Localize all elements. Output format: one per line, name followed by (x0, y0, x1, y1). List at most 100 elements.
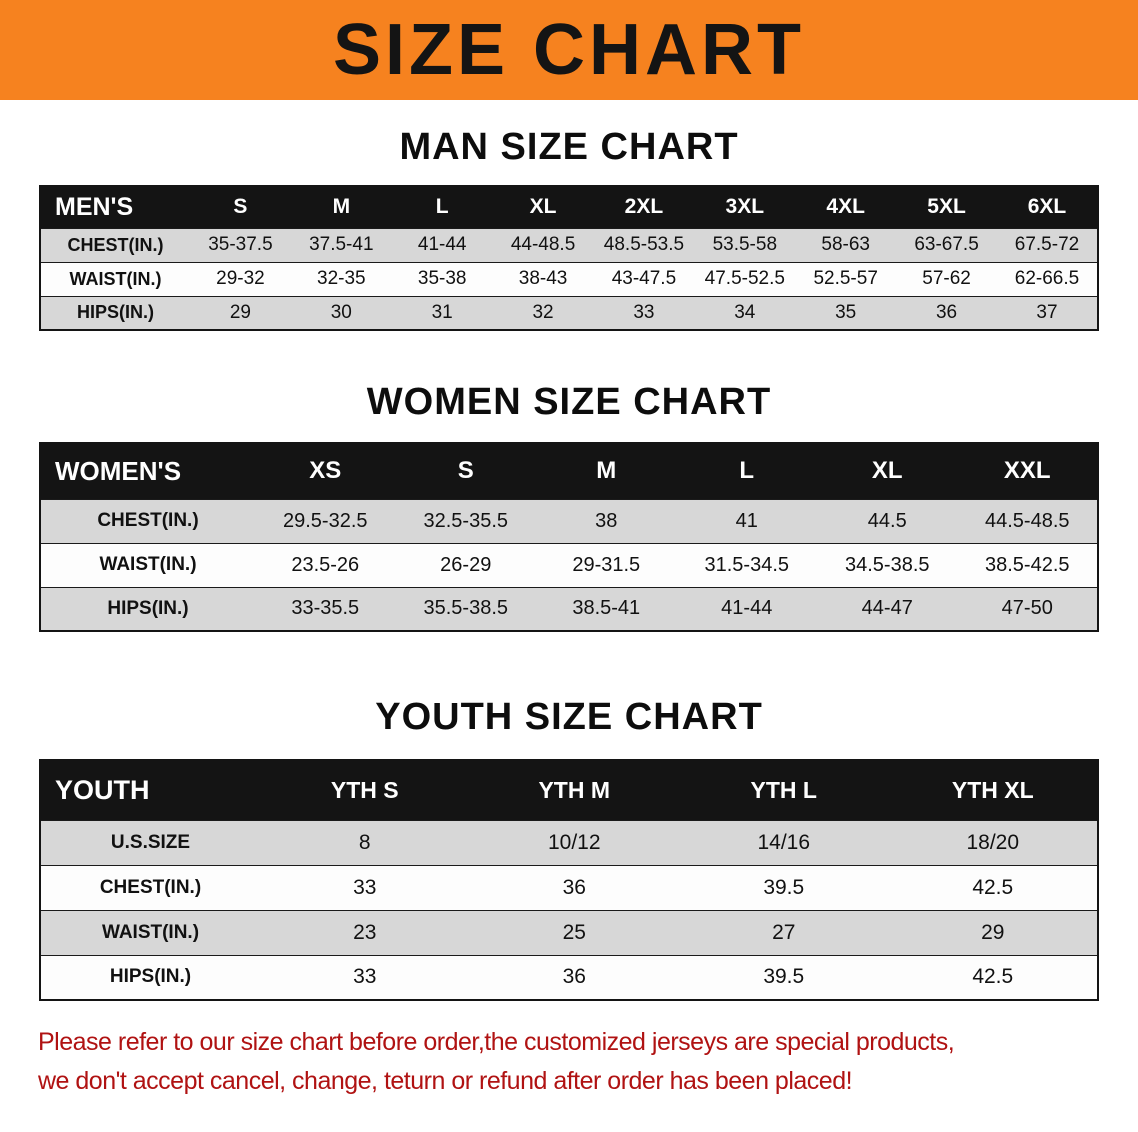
women-size-chart-section: WOMEN SIZE CHART WOMEN'S XS S M L XL XXL CHEST(… (0, 331, 1138, 632)
table-row: WAIST(IN.) 23 25 27 29 (40, 910, 1098, 955)
size-column-header: YTH L (679, 760, 889, 820)
table-row: WAIST(IN.) 23.5-26 26-29 29-31.5 31.5-34.5 34… (40, 543, 1098, 587)
size-value-cell: 31.5-34.5 (704, 553, 789, 576)
row-label: HIPS(IN.) (107, 597, 189, 619)
size-column-header: 4XL (795, 186, 897, 228)
size-column-header: S (395, 443, 536, 499)
size-value-cell: 33 (353, 875, 377, 899)
size-column-header: S (190, 186, 291, 228)
disclaimer-note: Please refer to our size chart before or… (0, 1001, 1138, 1098)
table-header-row: YOUTH YTH S YTH M YTH L YTH XL (40, 760, 1098, 820)
size-chart-page: SIZE CHART MAN SIZE CHART MEN'S S M L XL 2XL 3… (0, 0, 1138, 1098)
men-chart-heading: MAN SIZE CHART (399, 126, 739, 168)
size-value-cell: 42.5 (972, 965, 1014, 989)
disclaimer-line-2: we don't accept cancel, change, teturn o… (38, 1067, 853, 1096)
size-value-cell: 29-31.5 (572, 553, 641, 576)
table-header-row: WOMEN'S XS S M L XL XXL (40, 443, 1098, 499)
size-value-cell: 29-32 (216, 268, 265, 289)
table-row: U.S.SIZE 8 10/12 14/16 18/20 (40, 820, 1098, 865)
size-value-cell: 29 (229, 301, 251, 323)
row-label: HIPS(IN.) (76, 302, 154, 323)
size-value-cell: 37.5-41 (309, 234, 374, 255)
size-value-cell: 32 (532, 301, 554, 323)
table-row: HIPS(IN.) 33-35.5 35.5-38.5 38.5-41 41-44 44-… (40, 587, 1098, 631)
table-corner-label: WOMEN'S (40, 443, 255, 499)
page-title: SIZE CHART (333, 10, 805, 90)
size-column-header: 2XL (593, 186, 695, 228)
size-value-cell: 58-63 (821, 234, 870, 255)
table-row: HIPS(IN.) 29 30 31 32 33 34 35 36 37 (40, 296, 1098, 330)
table-row: CHEST(IN.) 33 36 39.5 42.5 (40, 865, 1098, 910)
size-value-cell: 33 (353, 965, 377, 989)
banner: SIZE CHART (0, 0, 1138, 100)
size-value-cell: 23 (353, 920, 377, 944)
table-row: CHEST(IN.) 29.5-32.5 32.5-35.5 38 41 44.5 44.5… (40, 499, 1098, 543)
size-value-cell: 41-44 (417, 234, 467, 255)
size-value-cell: 57-62 (922, 268, 971, 289)
size-value-cell: 35-38 (417, 268, 467, 289)
size-value-cell: 52.5-57 (813, 268, 878, 289)
size-value-cell: 38-43 (518, 268, 568, 289)
size-value-cell: 41-44 (721, 597, 773, 620)
size-value-cell: 34 (734, 301, 756, 323)
table-corner-label: MEN'S (40, 186, 190, 228)
size-value-cell: 48.5-53.5 (603, 234, 685, 255)
size-value-cell: 39.5 (763, 875, 805, 899)
size-value-cell: 47.5-52.5 (704, 268, 785, 289)
size-value-cell: 27 (772, 920, 796, 944)
row-label: CHEST(IN.) (99, 876, 202, 898)
size-value-cell: 35 (835, 301, 857, 323)
size-value-cell: 35.5-38.5 (423, 597, 508, 620)
size-value-cell: 44.5-48.5 (984, 509, 1070, 532)
size-value-cell: 33 (633, 301, 655, 323)
size-value-cell: 30 (330, 301, 352, 323)
men-size-chart-section: MAN SIZE CHART MEN'S S M L XL 2XL 3XL 4XL 5XL 6XL… (0, 100, 1138, 331)
size-column-header: XS (255, 443, 396, 499)
table-header-row: MEN'S S M L XL 2XL 3XL 4XL 5XL 6XL (40, 186, 1098, 228)
size-value-cell: 44-47 (861, 597, 913, 620)
row-label: HIPS(IN.) (109, 966, 192, 988)
size-value-cell: 41 (735, 509, 758, 532)
size-value-cell: 18/20 (966, 830, 1020, 854)
size-value-cell: 38.5-41 (572, 597, 641, 620)
size-value-cell: 33-35.5 (291, 597, 360, 620)
youth-chart-heading: YOUTH SIZE CHART (375, 696, 763, 738)
size-value-cell: 63-67.5 (914, 234, 979, 255)
row-label: WAIST(IN.) (69, 268, 162, 289)
size-value-cell: 29.5-32.5 (282, 509, 368, 532)
size-value-cell: 32.5-35.5 (423, 509, 508, 532)
size-value-cell: 38.5-42.5 (984, 553, 1070, 576)
row-label: WAIST(IN.) (101, 921, 200, 943)
size-value-cell: 36 (562, 875, 586, 899)
row-label: CHEST(IN.) (67, 234, 164, 255)
size-value-cell: 26-29 (440, 553, 492, 576)
size-value-cell: 38 (595, 509, 618, 532)
table-row: WAIST(IN.) 29-32 32-35 35-38 38-43 43-47.5 47.… (40, 262, 1098, 296)
youth-size-chart-section: YOUTH SIZE CHART YOUTH YTH S YTH M YTH L YTH… (0, 632, 1138, 1001)
size-value-cell: 47-50 (1001, 597, 1053, 620)
size-value-cell: 31 (431, 301, 453, 323)
size-value-cell: 44-48.5 (510, 234, 576, 255)
size-column-header: XL (492, 186, 594, 228)
size-column-header: 5XL (896, 186, 997, 228)
size-value-cell: 35-37.5 (208, 234, 273, 255)
women-size-table: WOMEN'S XS S M L XL XXL CHEST(IN.) 29.5-32.5 32.5… (39, 442, 1099, 632)
size-column-header: L (676, 443, 817, 499)
size-column-header: 6XL (997, 186, 1098, 228)
size-column-header: M (536, 443, 677, 499)
size-value-cell: 36 (935, 301, 958, 323)
size-column-header: M (290, 186, 392, 228)
size-value-cell: 42.5 (972, 875, 1014, 899)
size-value-cell: 36 (562, 965, 586, 989)
women-chart-heading: WOMEN SIZE CHART (366, 381, 772, 423)
men-size-table: MEN'S S M L XL 2XL 3XL 4XL 5XL 6XL CHEST(IN.) 35-37… (39, 185, 1099, 331)
table-row: HIPS(IN.) 33 36 39.5 42.5 (40, 955, 1098, 1000)
size-value-cell: 43-47.5 (611, 268, 677, 289)
size-column-header: 3XL (694, 186, 796, 228)
size-column-header: YTH XL (888, 760, 1098, 820)
size-value-cell: 29 (981, 920, 1005, 944)
row-label: CHEST(IN.) (97, 510, 199, 531)
size-value-cell: 25 (562, 920, 586, 944)
size-value-cell: 67.5-72 (1014, 234, 1080, 255)
size-value-cell: 32-35 (317, 268, 366, 289)
